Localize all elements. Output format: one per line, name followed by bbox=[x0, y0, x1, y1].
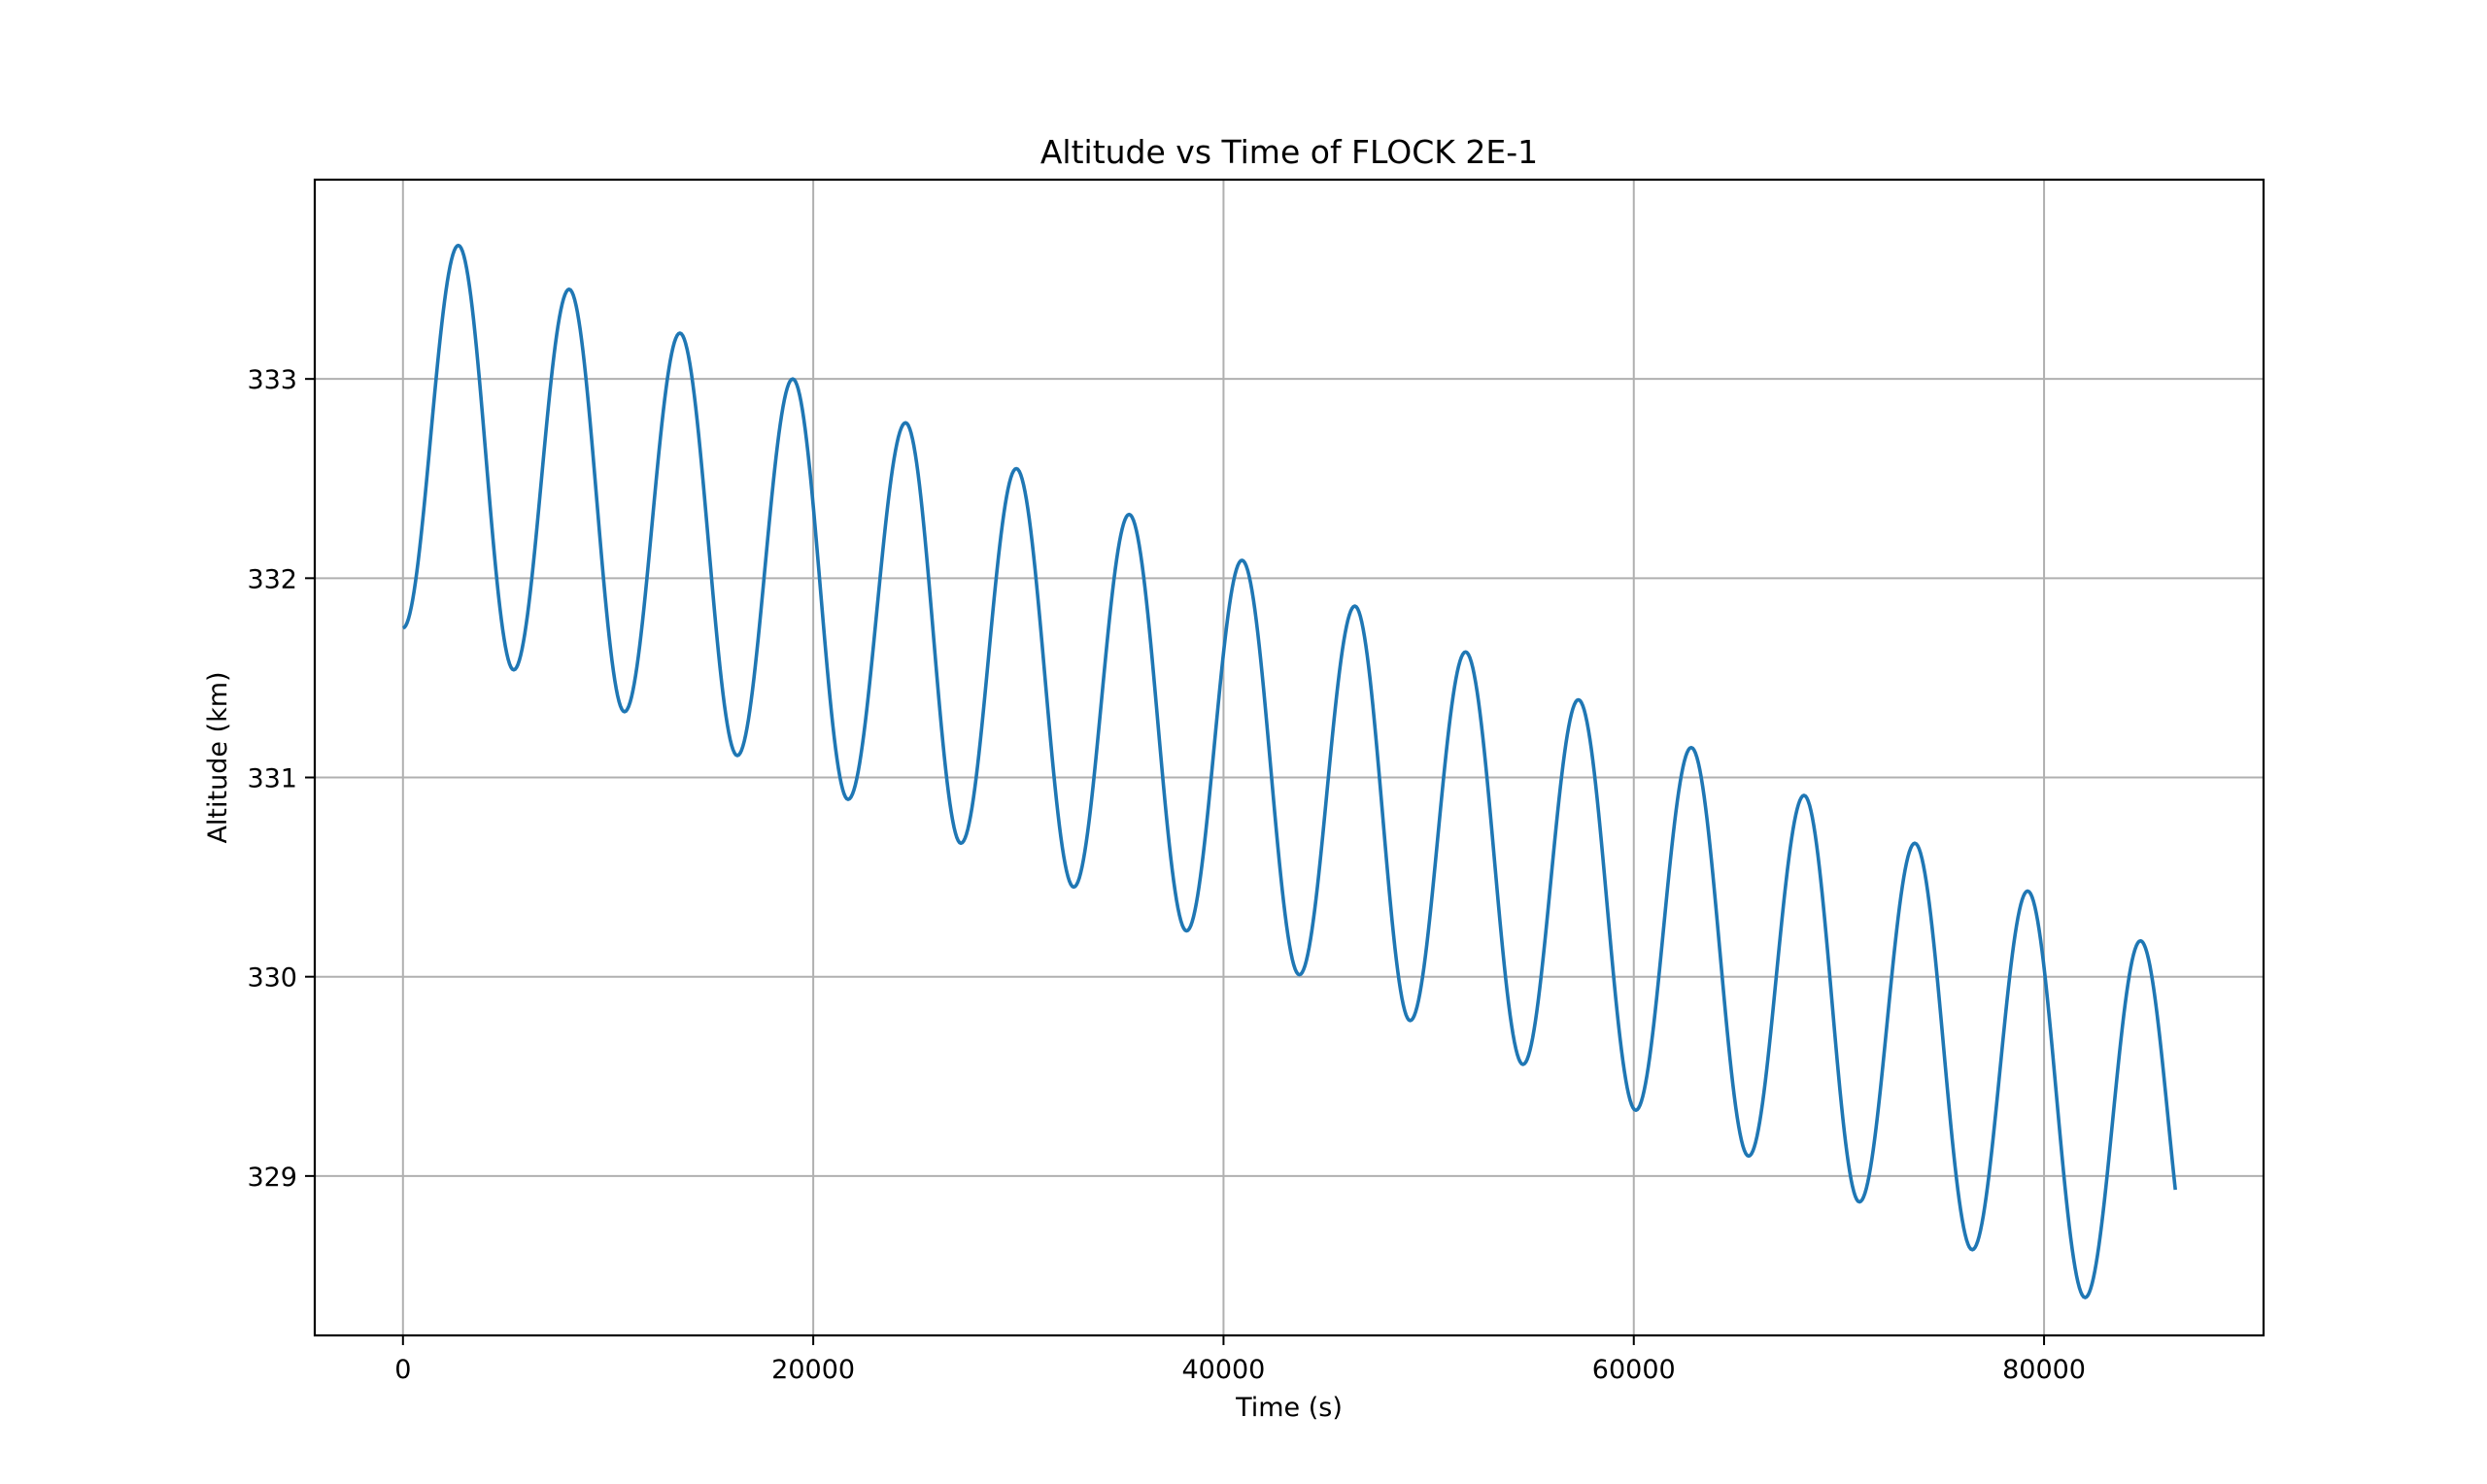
y-tick-label: 330 bbox=[247, 963, 297, 994]
x-tick-label: 40000 bbox=[1181, 1355, 1265, 1385]
y-axis-label: Altitude (km) bbox=[203, 671, 233, 843]
x-axis-label: Time (s) bbox=[1235, 1393, 1343, 1423]
x-tick-label: 0 bbox=[394, 1355, 411, 1385]
altitude-series-line bbox=[402, 243, 2177, 1299]
x-axis-ticks: 0 20000 40000 60000 80000 bbox=[394, 1335, 2086, 1385]
x-tick-label: 20000 bbox=[771, 1355, 855, 1385]
x-tick-label: 80000 bbox=[2002, 1355, 2086, 1385]
grid-lines bbox=[315, 180, 2264, 1335]
y-tick-label: 333 bbox=[247, 365, 297, 395]
y-tick-label: 329 bbox=[247, 1163, 297, 1193]
chart-title: Altitude vs Time of FLOCK 2E-1 bbox=[1040, 133, 1538, 171]
y-tick-label: 332 bbox=[247, 564, 297, 594]
y-axis-ticks: 329 330 331 332 333 bbox=[247, 365, 315, 1193]
plot-frame bbox=[313, 178, 2266, 1337]
y-tick-label: 331 bbox=[247, 764, 297, 794]
x-tick-label: 60000 bbox=[1592, 1355, 1676, 1385]
